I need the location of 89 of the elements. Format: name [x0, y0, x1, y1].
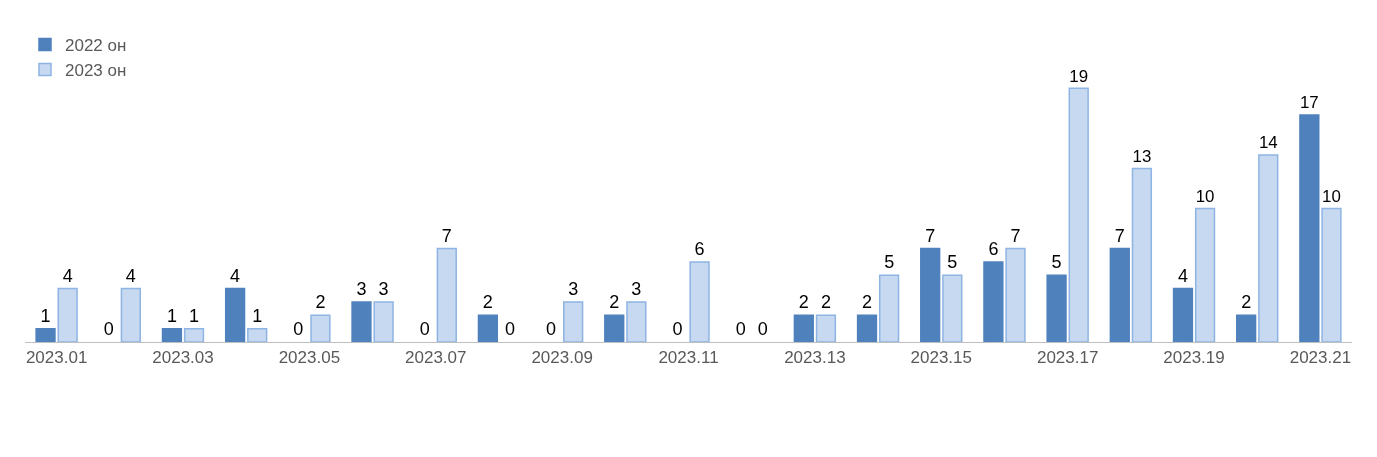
data-label: 2 — [482, 292, 493, 313]
data-label: 4 — [62, 265, 73, 286]
bar — [1236, 314, 1257, 342]
bar — [1258, 154, 1279, 342]
bar — [878, 274, 900, 342]
data-label: 14 — [1258, 133, 1278, 153]
bar — [942, 274, 963, 342]
data-label: 3 — [356, 278, 367, 299]
data-label: 17 — [1299, 93, 1319, 113]
bar — [57, 287, 78, 342]
data-label: 0 — [546, 319, 557, 339]
x-tick-label: 2023.17 — [1036, 348, 1099, 368]
data-label: 1 — [40, 305, 51, 326]
data-label: 4 — [125, 265, 136, 286]
data-label: 0 — [504, 319, 515, 339]
data-label: 2 — [1241, 292, 1252, 313]
bar — [247, 327, 268, 342]
data-label: 5 — [947, 252, 958, 273]
bar — [161, 327, 183, 342]
data-label: 0 — [757, 319, 768, 339]
bar — [224, 287, 246, 342]
x-tick-label: 2023.05 — [278, 348, 341, 368]
data-label: 1 — [189, 305, 200, 326]
x-tick-label: 2023.09 — [531, 348, 593, 368]
data-label: 4 — [230, 265, 241, 286]
bar — [1299, 114, 1320, 342]
data-label: 2 — [609, 292, 620, 313]
bar — [373, 301, 394, 342]
bar — [815, 314, 837, 342]
data-label: 10 — [1195, 186, 1215, 206]
data-label: 1 — [166, 305, 177, 326]
bar — [1005, 247, 1026, 342]
data-label: 0 — [293, 319, 304, 339]
data-label: 6 — [694, 238, 705, 259]
data-label: 7 — [1114, 225, 1125, 246]
bar — [1068, 87, 1089, 342]
bar — [1109, 247, 1130, 342]
data-label: 5 — [884, 252, 895, 273]
bar — [1046, 274, 1067, 342]
bar — [1131, 167, 1153, 342]
bar — [856, 314, 878, 342]
data-label: 5 — [1051, 252, 1062, 273]
data-label: 19 — [1069, 66, 1089, 86]
bar — [793, 314, 814, 342]
data-label: 10 — [1322, 186, 1341, 206]
bar — [477, 314, 499, 342]
bar — [351, 301, 372, 342]
bar — [436, 247, 457, 342]
x-tick-label: 2023.15 — [910, 348, 972, 368]
data-label: 7 — [925, 225, 936, 246]
data-label: 3 — [568, 278, 579, 299]
x-tick-label: 2023.21 — [1289, 348, 1352, 368]
data-label: 7 — [441, 225, 452, 246]
data-label: 3 — [631, 278, 642, 299]
x-tick-label: 2023.19 — [1163, 348, 1225, 368]
bar — [689, 261, 710, 342]
data-label: 7 — [1010, 225, 1021, 246]
data-label: 13 — [1132, 146, 1152, 166]
x-tick-label: 2023.01 — [25, 348, 88, 368]
bar — [35, 327, 56, 342]
data-label: 6 — [988, 238, 999, 259]
data-label: 3 — [378, 278, 389, 299]
data-label: 0 — [103, 319, 114, 339]
x-tick-label: 2023.11 — [658, 348, 719, 368]
data-label: 2 — [315, 292, 326, 313]
legend-label: 2022 он — [65, 36, 127, 56]
data-label: 2 — [798, 292, 809, 313]
data-label: 4 — [1177, 265, 1188, 286]
bar — [310, 314, 331, 342]
bar — [1172, 287, 1194, 342]
bar — [1321, 207, 1342, 342]
data-label: 2 — [862, 292, 873, 313]
bar — [1194, 207, 1216, 342]
data-label: 1 — [252, 305, 263, 326]
bar — [626, 301, 647, 342]
data-label: 0 — [419, 319, 430, 339]
data-label: 0 — [672, 319, 683, 339]
bar — [183, 327, 205, 342]
bar — [563, 301, 584, 342]
bar — [120, 287, 141, 342]
bar — [604, 314, 625, 342]
legend-label: 2023 он — [65, 61, 127, 81]
bar — [983, 261, 1004, 342]
data-label: 0 — [735, 319, 746, 339]
x-tick-label: 2023.07 — [405, 348, 467, 368]
bar — [920, 247, 941, 342]
data-label: 2 — [820, 292, 831, 313]
x-tick-label: 2023.03 — [152, 348, 214, 368]
x-tick-label: 2023.13 — [784, 348, 846, 368]
